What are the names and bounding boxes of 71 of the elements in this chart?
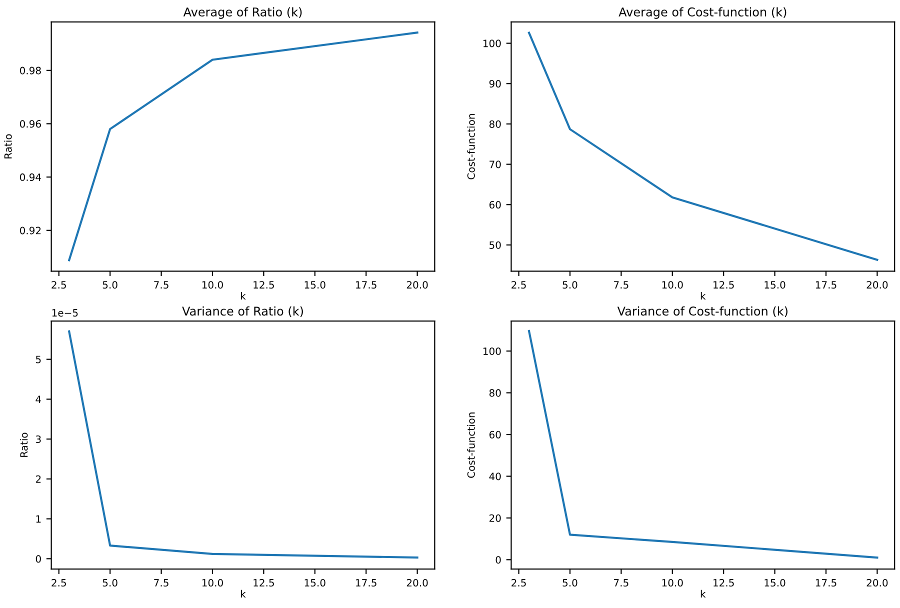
y-tick-label: 0.98 — [20, 66, 41, 74]
y-tick-label: 0.94 — [20, 173, 42, 181]
x-axis-title: k — [241, 590, 246, 598]
y-tick-label: 90 — [489, 80, 501, 88]
y-tick-label: 70 — [490, 160, 501, 168]
line-series — [68, 330, 418, 559]
x-tick-label: 15.0 — [764, 281, 786, 289]
y-tick-label: 80 — [489, 389, 501, 397]
chart-title: Average of Cost-function (k) — [618, 7, 786, 19]
x-tick-label: 5.0 — [562, 578, 578, 587]
x-tick-label: 2.5 — [52, 281, 66, 289]
x-tick-label: 2.5 — [52, 578, 66, 587]
x-tick-label: 5.0 — [102, 578, 118, 587]
line-series — [528, 330, 878, 559]
line-series — [528, 32, 878, 261]
y-tick-label: 80 — [489, 120, 501, 128]
line-series — [68, 32, 418, 262]
x-tick-label: 10.0 — [202, 281, 223, 289]
x-tick-label: 2.5 — [512, 578, 526, 587]
x-tick-label: 10.0 — [662, 578, 683, 587]
chart-title: Average of Ratio (k) — [183, 7, 302, 19]
x-tick-label: 10.0 — [662, 281, 683, 289]
x-tick-label: 17.5 — [356, 281, 376, 289]
y-tick-label: 0 — [496, 556, 501, 564]
y-tick-label: 0.96 — [20, 120, 41, 128]
y-axis-title: Ratio — [20, 432, 28, 457]
x-tick-label: 10.0 — [202, 578, 223, 587]
x-tick-label: 7.5 — [154, 579, 168, 587]
y-axis-title: Cost-function — [467, 114, 475, 180]
x-tick-label: 12.5 — [714, 281, 734, 289]
y-tick-label: 1 — [36, 515, 41, 523]
y-tick-label: 60 — [489, 430, 501, 438]
y-tick-label: 100 — [483, 347, 501, 356]
x-tick-label: 20.0 — [406, 281, 428, 289]
x-tick-label: 15.0 — [304, 281, 326, 289]
y-tick-label: 40 — [489, 472, 501, 480]
y-tick-label: 2 — [36, 475, 41, 483]
y-tick-label: 0.92 — [20, 226, 41, 234]
x-axis-title: k — [700, 590, 706, 598]
y-tick-label: 0 — [36, 555, 41, 563]
y-tick-label: 50 — [490, 241, 501, 249]
x-tick-label: 15.0 — [304, 578, 326, 587]
x-tick-label: 2.5 — [512, 281, 526, 289]
x-tick-label: 17.5 — [816, 579, 836, 587]
x-tick-label: 7.5 — [614, 579, 628, 587]
y-tick-label: 20 — [489, 514, 501, 522]
y-axis-title: Ratio — [4, 134, 12, 158]
y-tick-label: 100 — [483, 40, 501, 48]
x-tick-label: 5.0 — [562, 281, 578, 289]
x-tick-label: 20.0 — [406, 578, 428, 587]
x-tick-label: 15.0 — [764, 578, 786, 587]
x-tick-label: 12.5 — [254, 578, 274, 587]
x-tick-label: 5.0 — [102, 281, 118, 289]
x-tick-label: 7.5 — [614, 281, 628, 289]
x-tick-label: 20.0 — [866, 281, 888, 289]
x-tick-label: 20.0 — [866, 578, 888, 587]
chart-title: Variance of Ratio (k) — [182, 306, 303, 318]
y-tick-label: 60 — [489, 200, 501, 209]
x-tick-label: 12.5 — [254, 281, 274, 289]
text: 1e−5 — [52, 309, 78, 317]
y-axis-title: Cost-function — [467, 412, 475, 478]
chart-title: Variance of Cost-function (k) — [617, 306, 788, 318]
y-tick-label: 3 — [36, 435, 41, 444]
y-tick-label: 5 — [36, 356, 41, 364]
x-tick-label: 17.5 — [816, 281, 836, 289]
x-axis-title: k — [241, 292, 246, 300]
x-tick-label: 12.5 — [714, 578, 734, 587]
x-tick-label: 7.5 — [154, 281, 168, 289]
x-axis-title: k — [700, 292, 706, 300]
y-tick-label: 4 — [36, 396, 42, 403]
x-tick-label: 17.5 — [356, 579, 376, 587]
